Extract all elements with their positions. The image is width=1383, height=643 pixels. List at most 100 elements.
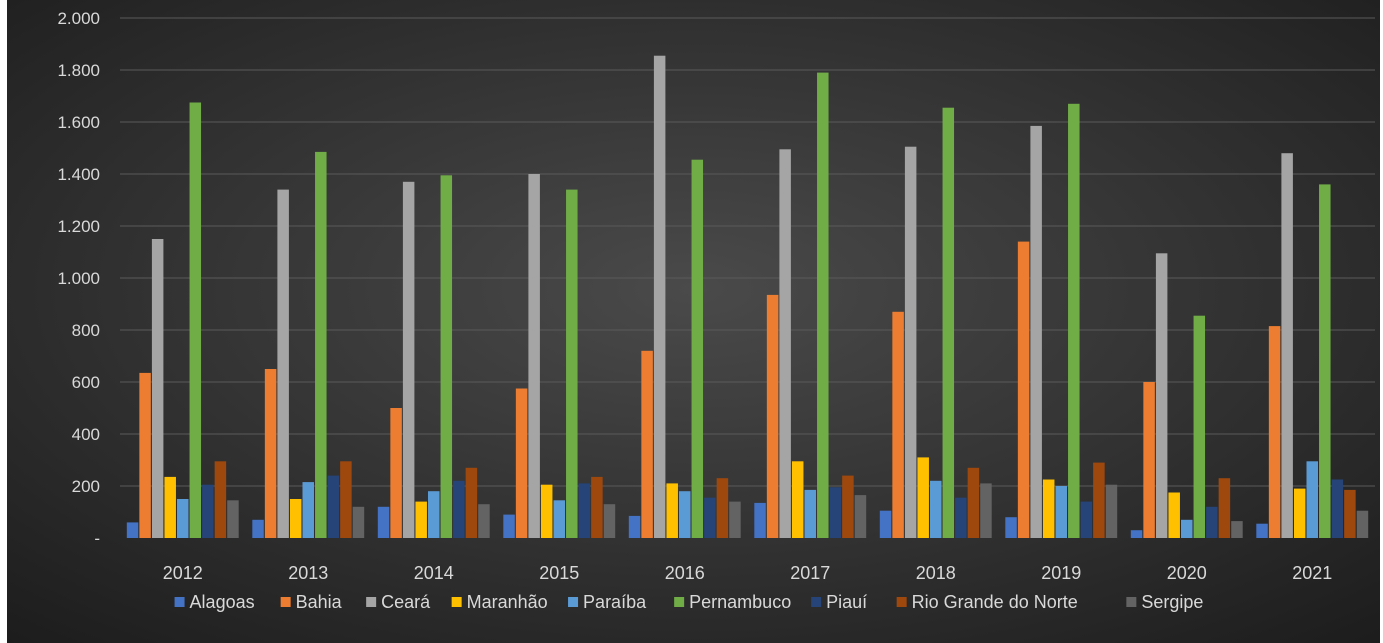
legend-swatch	[896, 597, 907, 607]
bar-alagoas-2015	[503, 514, 515, 538]
bar-ceará-2015	[528, 174, 540, 538]
bar-rio-grande-do-norte-2021	[1344, 489, 1356, 538]
bar-alagoas-2014	[377, 506, 390, 538]
x-tick-label: 2019	[1041, 563, 1081, 583]
legend: Alagoas Bahia Ceará Maranhão Paraíba Pernambu…	[174, 592, 1203, 612]
bar-sergipe-2019	[1105, 484, 1118, 538]
bar-paraíba-2021	[1306, 461, 1318, 538]
bar-sergipe-2015	[603, 504, 616, 538]
bar-pernambuco-2013	[315, 151, 327, 538]
bar-pernambuco-2015	[566, 189, 578, 538]
bar-sergipe-2012	[227, 500, 239, 538]
bar-bahia-2016	[641, 350, 653, 538]
bar-piauí-2020	[1206, 506, 1218, 538]
bar-alagoas-2018	[879, 510, 892, 538]
gridlines	[120, 17, 1375, 487]
legend-label: Ceará	[381, 592, 431, 612]
y-tick-label: 1.400	[57, 165, 100, 184]
x-axis-ticks: 2012 2013 2014 2015 2016 2017 2018 2019 2020 2021	[163, 563, 1333, 583]
y-tick-label: 400	[72, 425, 100, 444]
bar-alagoas-2012	[126, 522, 139, 538]
y-tick-label: 1.800	[57, 61, 100, 80]
bar-ceará-2016	[653, 55, 666, 538]
bars	[126, 55, 1369, 539]
legend-swatch	[811, 597, 822, 607]
y-tick-label: 600	[72, 373, 100, 392]
bar-sergipe-2018	[980, 483, 992, 538]
x-tick-label: 2021	[1292, 563, 1332, 583]
bar-rio-grande-do-norte-2019	[1093, 462, 1105, 538]
legend-label: Piauí	[826, 592, 867, 612]
bar-paraíba-2015	[553, 500, 565, 538]
bar-sergipe-2021	[1356, 510, 1369, 538]
bar-piauí-2019	[1080, 501, 1093, 538]
legend-swatch	[174, 597, 185, 607]
legend-label: Maranhão	[467, 592, 548, 612]
bar-pernambuco-2019	[1068, 103, 1080, 539]
bar-sergipe-2020	[1231, 521, 1243, 538]
bar-ceará-2018	[904, 146, 917, 538]
bar-paraíba-2019	[1055, 486, 1067, 538]
bar-paraíba-2013	[302, 482, 314, 538]
bar-piauí-2018	[955, 497, 967, 538]
bar-bahia-2014	[390, 408, 402, 538]
bar-maranhão-2020	[1168, 492, 1180, 538]
bar-piauí-2015	[578, 483, 591, 538]
legend-label: Alagoas	[190, 592, 255, 612]
legend-label: Bahia	[296, 592, 343, 612]
legend-swatch	[451, 597, 462, 607]
bar-pernambuco-2018	[942, 107, 955, 538]
bar-rio-grande-do-norte-2020	[1218, 478, 1231, 538]
legend-label: Pernambuco	[689, 592, 791, 612]
bar-ceará-2012	[151, 239, 164, 538]
legend-label: Sergipe	[1141, 592, 1203, 612]
x-tick-label: 2014	[414, 563, 454, 583]
bar-pernambuco-2014	[440, 175, 453, 539]
y-tick-label: 1.200	[57, 217, 100, 236]
bar-alagoas-2020	[1130, 530, 1143, 538]
bar-sergipe-2014	[478, 504, 490, 538]
y-tick-label: 800	[72, 321, 100, 340]
bar-piauí-2021	[1331, 479, 1344, 538]
bar-maranhão-2014	[415, 501, 427, 538]
bar-paraíba-2020	[1181, 519, 1193, 538]
bar-piauí-2013	[327, 475, 340, 538]
bar-rio-grande-do-norte-2013	[340, 461, 352, 538]
bar-paraíba-2014	[428, 491, 440, 538]
legend-swatch	[366, 597, 377, 607]
bar-pernambuco-2021	[1319, 184, 1331, 538]
bar-sergipe-2013	[352, 506, 365, 538]
y-tick-label: -	[94, 529, 100, 548]
legend-label: Rio Grande do Norte	[912, 592, 1078, 612]
bar-ceará-2020	[1155, 253, 1168, 539]
bar-rio-grande-do-norte-2016	[716, 478, 729, 538]
y-tick-label: 200	[72, 477, 100, 496]
bar-pernambuco-2012	[189, 102, 202, 538]
legend-label: Paraíba	[583, 592, 647, 612]
bar-piauí-2014	[453, 480, 465, 538]
bar-ceará-2019	[1030, 125, 1042, 539]
bar-bahia-2019	[1017, 241, 1030, 538]
bar-alagoas-2013	[252, 519, 264, 538]
bar-alagoas-2016	[628, 515, 641, 538]
bar-maranhão-2018	[917, 457, 929, 538]
x-tick-label: 2015	[539, 563, 579, 583]
bar-ceará-2014	[402, 181, 415, 539]
bar-pernambuco-2016	[691, 159, 704, 538]
bar-maranhão-2015	[540, 484, 553, 538]
bar-ceará-2013	[277, 189, 289, 538]
legend-swatch	[674, 597, 685, 607]
bar-paraíba-2016	[679, 491, 691, 538]
bar-ceará-2017	[779, 149, 791, 539]
bar-alagoas-2021	[1256, 523, 1268, 538]
bar-paraíba-2018	[930, 480, 942, 538]
bar-bahia-2018	[892, 311, 904, 538]
bar-maranhão-2017	[791, 461, 804, 538]
y-tick-label: 1.000	[57, 269, 100, 288]
bar-piauí-2017	[829, 487, 842, 538]
bar-bahia-2013	[264, 369, 277, 538]
legend-swatch	[280, 597, 291, 607]
bar-maranhão-2021	[1293, 488, 1306, 538]
